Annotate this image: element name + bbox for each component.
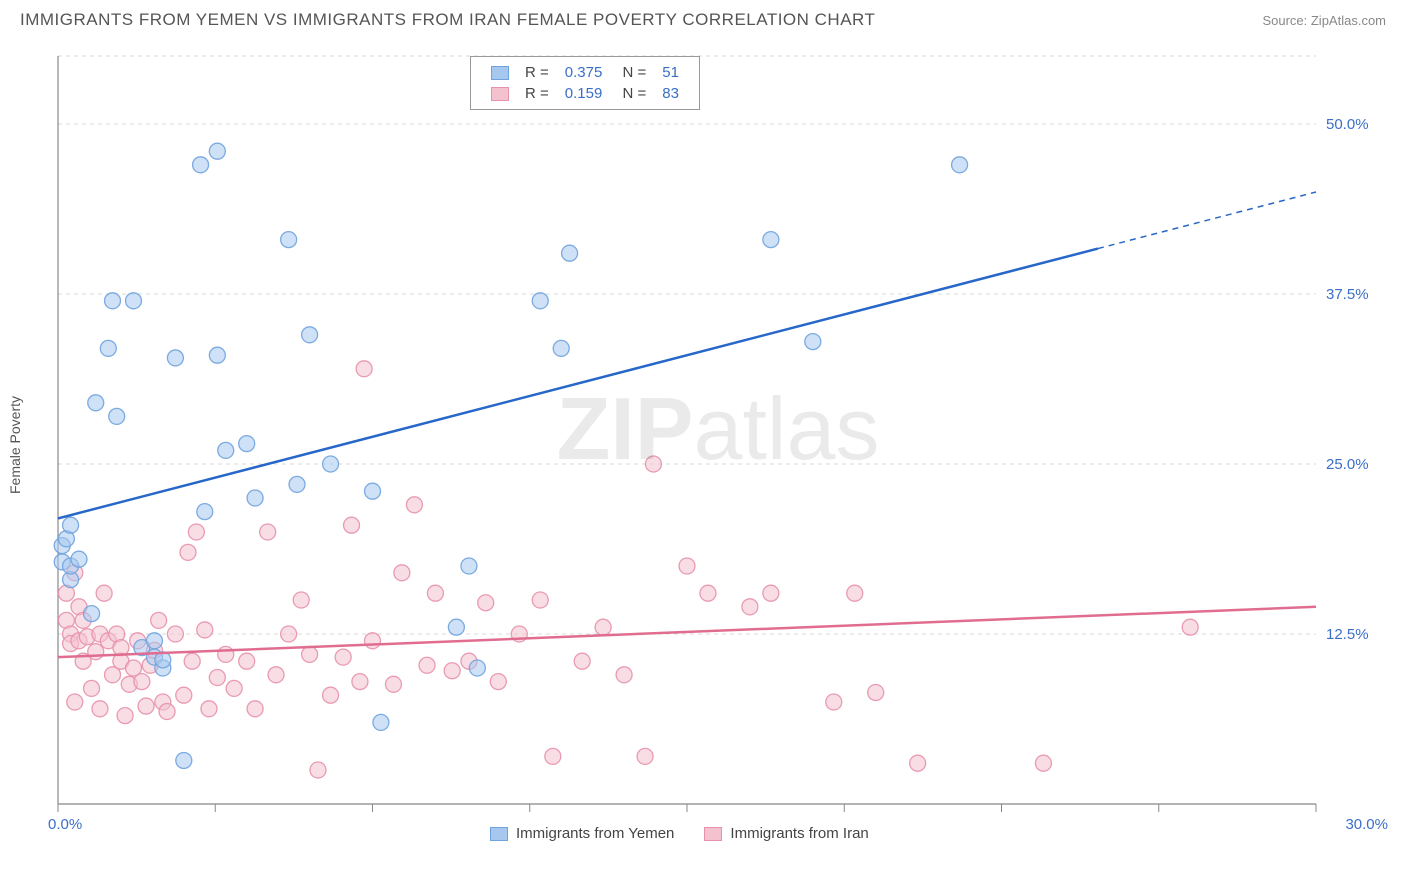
legend-swatch xyxy=(704,827,722,841)
r-label: R = xyxy=(517,83,557,104)
x-axis-min-label: 0.0% xyxy=(48,816,82,833)
chart-area: Female Poverty 12.5%25.0%37.5%50.0% ZIPa… xyxy=(50,50,1386,840)
chart-title: IMMIGRANTS FROM YEMEN VS IMMIGRANTS FROM… xyxy=(20,10,875,30)
n-label: N = xyxy=(610,62,654,83)
legend-swatch xyxy=(491,87,509,101)
legend-label: Immigrants from Iran xyxy=(730,825,868,842)
x-axis-max-label: 30.0% xyxy=(1345,816,1388,833)
r-value: 0.159 xyxy=(557,83,611,104)
svg-text:37.5%: 37.5% xyxy=(1326,286,1369,303)
r-label: R = xyxy=(517,62,557,83)
legend-item: Immigrants from Yemen xyxy=(490,825,674,842)
n-value: 51 xyxy=(654,62,687,83)
legend-item: Immigrants from Iran xyxy=(704,825,868,842)
n-label: N = xyxy=(610,83,654,104)
legend-label: Immigrants from Yemen xyxy=(516,825,674,842)
stats-legend: R =0.375 N =51R =0.159 N =83 xyxy=(470,56,700,110)
svg-text:50.0%: 50.0% xyxy=(1326,116,1369,133)
stats-row: R =0.159 N =83 xyxy=(483,83,687,104)
source-label: Source: ZipAtlas.com xyxy=(1262,13,1386,28)
stats-row: R =0.375 N =51 xyxy=(483,62,687,83)
bottom-legend: Immigrants from Yemen Immigrants from Ira… xyxy=(490,825,869,842)
n-value: 83 xyxy=(654,83,687,104)
svg-text:12.5%: 12.5% xyxy=(1326,626,1369,643)
y-axis-label: Female Poverty xyxy=(7,396,23,494)
legend-swatch xyxy=(491,66,509,80)
legend-swatch xyxy=(490,827,508,841)
r-value: 0.375 xyxy=(557,62,611,83)
svg-text:25.0%: 25.0% xyxy=(1326,456,1369,473)
scatter-chart: 12.5% 25.0% 37.5% 50.0% xyxy=(50,50,1386,840)
